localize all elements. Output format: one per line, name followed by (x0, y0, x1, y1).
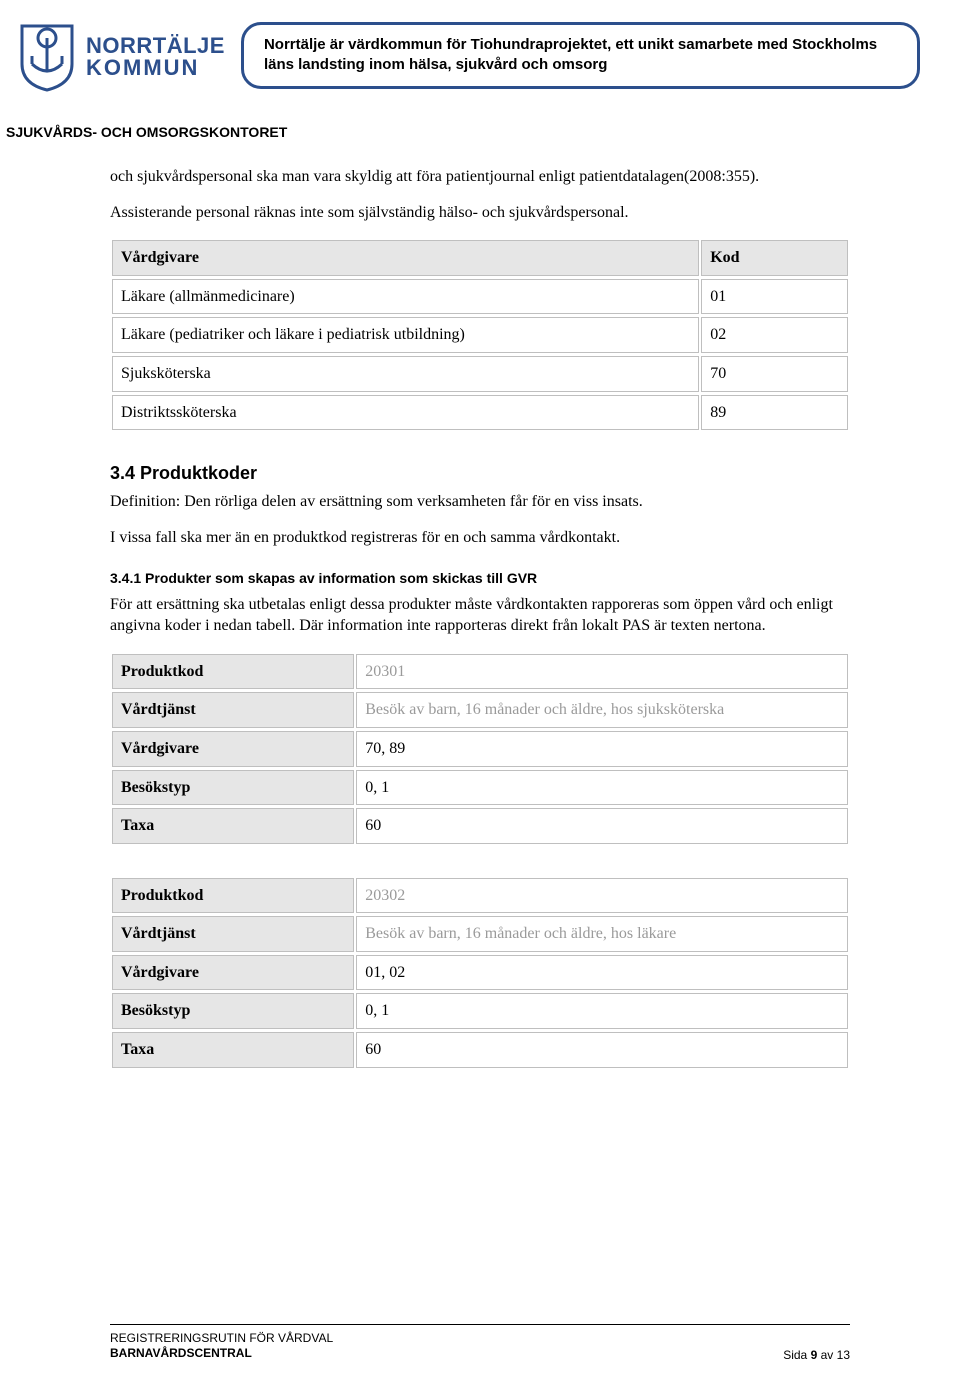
vardgivare-row-code: 89 (701, 395, 848, 431)
value-vardgivare: 70, 89 (356, 731, 848, 767)
logo-line1: NORRTÄLJE (86, 35, 225, 57)
vardgivare-row-code: 02 (701, 317, 848, 353)
logo-shield-icon (18, 22, 76, 92)
label-vardtjanst: Vårdtjänst (112, 692, 354, 728)
footer-line2: BARNAVÅRDSCENTRAL (110, 1346, 333, 1362)
department-label: SJUKVÅRDS- OCH OMSORGSKONTORET (0, 104, 960, 140)
footer-page: Sida 9 av 13 (783, 1348, 850, 1362)
header-banner: Norrtälje är värdkommun för Tiohundrapro… (241, 22, 920, 89)
page-footer: REGISTRERINGSRUTIN FÖR VÅRDVAL BARNAVÅRD… (110, 1324, 850, 1362)
vardgivare-row-label: Sjuksköterska (112, 356, 699, 392)
page-label: Sida (783, 1348, 807, 1362)
page-total: 13 (837, 1348, 850, 1362)
vardgivare-row-label: Läkare (pediatriker och läkare i pediatr… (112, 317, 699, 353)
vardgivare-header-col2: Kod (701, 240, 848, 276)
product-table-20302: Produktkod 20302 Vårdtjänst Besök av bar… (110, 875, 850, 1071)
label-produktkod: Produktkod (112, 654, 354, 690)
value-vardtjanst: Besök av barn, 16 månader och äldre, hos… (356, 916, 848, 952)
value-vardgivare: 01, 02 (356, 955, 848, 991)
label-taxa: Taxa (112, 1032, 354, 1068)
label-besokstyp: Besökstyp (112, 770, 354, 806)
label-taxa: Taxa (112, 808, 354, 844)
intro-p2: Assisterande personal räknas inte som sj… (110, 202, 850, 224)
value-taxa: 60 (356, 1032, 848, 1068)
vardgivare-row-label: Distriktssköterska (112, 395, 699, 431)
label-vardgivare: Vårdgivare (112, 731, 354, 767)
vardgivare-table: Vårdgivare Kod Läkare (allmänmedicinare)… (110, 237, 850, 433)
footer-rule (110, 1324, 850, 1325)
page-current: 9 (811, 1348, 818, 1362)
label-besokstyp: Besökstyp (112, 993, 354, 1029)
section-3-4-1-title: 3.4.1 Produkter som skapas av informatio… (110, 569, 850, 588)
label-vardtjanst: Vårdtjänst (112, 916, 354, 952)
footer-line1: REGISTRERINGSRUTIN FÖR VÅRDVAL (110, 1331, 333, 1347)
logo-text: NORRTÄLJE KOMMUN (86, 35, 225, 79)
vardgivare-row-code: 70 (701, 356, 848, 392)
vardgivare-header-col1: Vårdgivare (112, 240, 699, 276)
intro-p1: och sjukvårdspersonal ska man vara skyld… (110, 166, 850, 188)
section-3-4-p2: I vissa fall ska mer än en produktkod re… (110, 527, 850, 549)
page-header: NORRTÄLJE KOMMUN Norrtälje är värdkommun… (0, 0, 960, 104)
value-produktkod: 20302 (356, 878, 848, 914)
label-produktkod: Produktkod (112, 878, 354, 914)
main-content: och sjukvårdspersonal ska man vara skyld… (0, 140, 960, 1071)
value-taxa: 60 (356, 808, 848, 844)
footer-left: REGISTRERINGSRUTIN FÖR VÅRDVAL BARNAVÅRD… (110, 1331, 333, 1362)
section-3-4-title: 3.4 Produktkoder (110, 461, 850, 485)
logo-line2: KOMMUN (86, 57, 225, 79)
label-vardgivare: Vårdgivare (112, 955, 354, 991)
vardgivare-row-label: Läkare (allmänmedicinare) (112, 279, 699, 315)
section-3-4-p1: Definition: Den rörliga delen av ersättn… (110, 491, 850, 513)
section-3-4-1-p: För att ersättning ska utbetalas enligt … (110, 594, 850, 637)
page-sep: av (821, 1348, 834, 1362)
value-besokstyp: 0, 1 (356, 993, 848, 1029)
value-produktkod: 20301 (356, 654, 848, 690)
value-besokstyp: 0, 1 (356, 770, 848, 806)
vardgivare-row-code: 01 (701, 279, 848, 315)
logo-block: NORRTÄLJE KOMMUN (18, 22, 225, 92)
value-vardtjanst: Besök av barn, 16 månader och äldre, hos… (356, 692, 848, 728)
product-table-20301: Produktkod 20301 Vårdtjänst Besök av bar… (110, 651, 850, 847)
